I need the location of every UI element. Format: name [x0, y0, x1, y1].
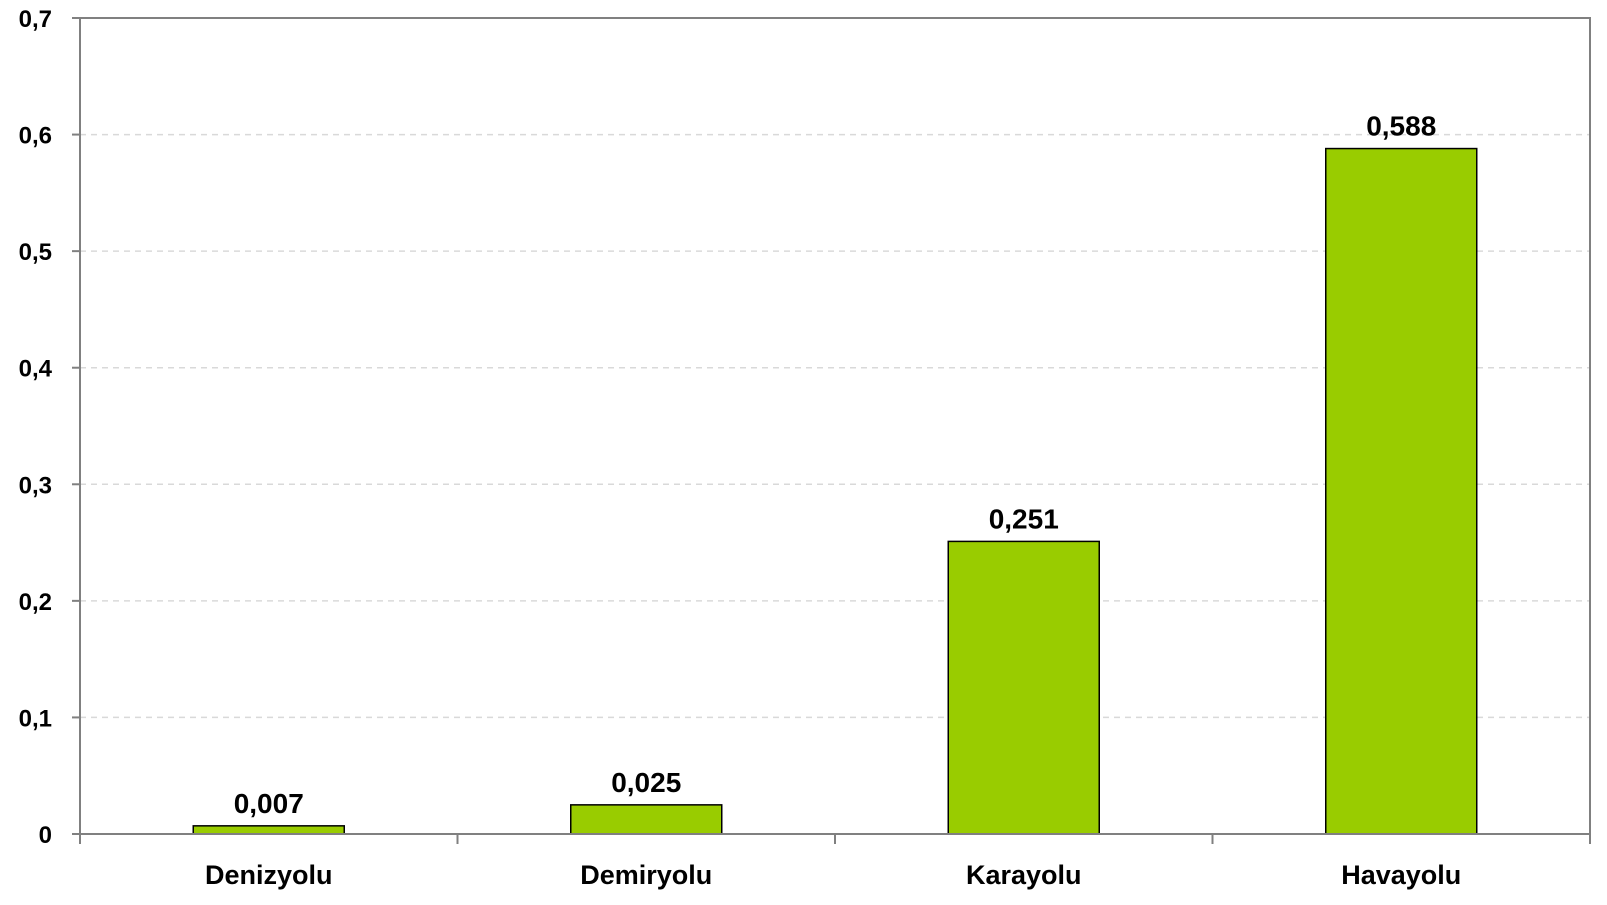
x-category-label: Karayolu	[966, 860, 1082, 890]
axes	[79, 17, 1591, 844]
bar-demiryolu	[570, 804, 723, 835]
data-labels: 0,007 0,025 0,251 0,588	[234, 111, 1437, 819]
y-tick-label: 0,6	[19, 123, 52, 150]
y-tick-label: 0,7	[19, 6, 52, 33]
bar-value-label: 0,251	[989, 503, 1059, 534]
bar-karayolu	[947, 540, 1100, 835]
x-category-label: Denizyolu	[205, 860, 333, 890]
y-tick-label: 0,5	[19, 239, 52, 266]
bar-havayolu	[1325, 147, 1478, 835]
y-tick-label: 0,1	[19, 705, 52, 732]
y-tick-label: 0,3	[19, 472, 52, 499]
x-category-label: Demiryolu	[580, 860, 712, 890]
x-category-label: Havayolu	[1341, 860, 1461, 890]
x-axis-labels: Denizyolu Demiryolu Karayolu Havayolu	[205, 860, 1461, 890]
y-axis-ticks: 0 0,1 0,2 0,3 0,4 0,5 0,6 0,7	[19, 6, 80, 849]
y-tick-label: 0,4	[19, 356, 53, 383]
bar-value-label: 0,025	[611, 767, 681, 798]
y-tick-label: 0	[39, 822, 52, 849]
y-tick-label: 0,2	[19, 589, 52, 616]
bar-value-label: 0,007	[234, 788, 304, 819]
bar-value-label: 0,588	[1366, 111, 1436, 142]
bars	[192, 147, 1478, 835]
bar-denizyolu	[192, 825, 345, 835]
